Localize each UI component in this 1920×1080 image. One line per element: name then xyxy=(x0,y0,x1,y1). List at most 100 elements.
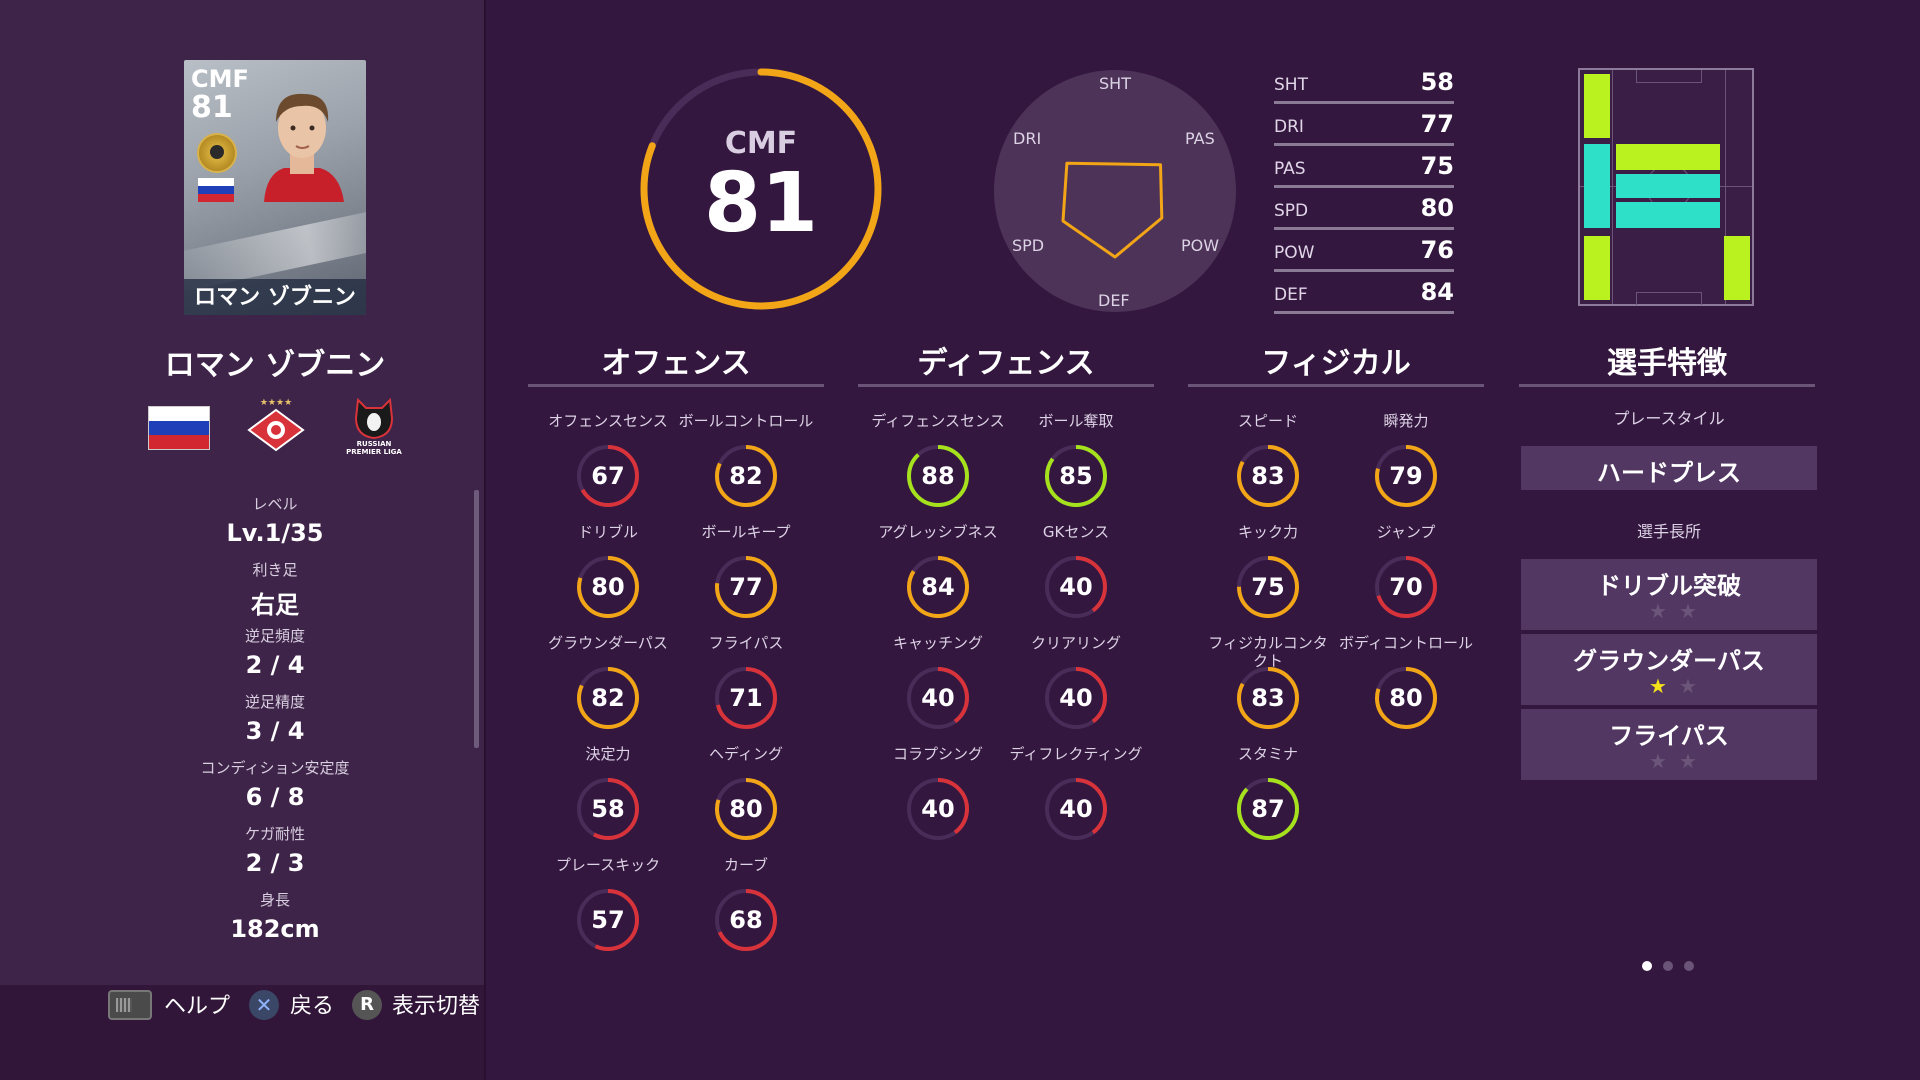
profile-value: 2 / 3 xyxy=(245,849,305,877)
stat-value: 85 xyxy=(1059,462,1093,490)
skill-name: ドリブル突破 xyxy=(1597,572,1741,600)
skill-card[interactable]: フライパス ★ ★ xyxy=(1521,709,1817,780)
stat-ring-arc xyxy=(577,667,639,729)
stat-ring-arc xyxy=(907,445,969,507)
page-indicator-dot[interactable] xyxy=(1663,961,1673,971)
stat-ring xyxy=(1375,667,1437,729)
stat-value: 58 xyxy=(591,795,625,823)
stat-value: 80 xyxy=(729,795,763,823)
r-button-icon[interactable]: R xyxy=(352,990,382,1020)
section-title-defense: ディフェンス xyxy=(917,346,1095,381)
stat-label: 決定力 xyxy=(585,745,631,763)
playstyle-box[interactable]: ハードプレス xyxy=(1521,446,1817,490)
toggle-view-label[interactable]: 表示切替 xyxy=(392,994,481,1019)
stat-value: 70 xyxy=(1389,573,1423,601)
radar-label-sht: SHT xyxy=(1099,74,1131,93)
stat-ring-arc xyxy=(1045,445,1107,507)
profile-label: 利き足 xyxy=(252,561,298,579)
stat-value: 57 xyxy=(591,906,625,934)
section-underline xyxy=(1519,384,1815,387)
playstyle-value: ハードプレス xyxy=(1597,459,1741,487)
skill-name: グラウンダーパス xyxy=(1573,647,1765,675)
player-portrait xyxy=(264,93,344,202)
skill-card[interactable]: グラウンダーパス ★ ★ xyxy=(1521,634,1817,705)
stat-value: 88 xyxy=(921,462,955,490)
star-empty-icon: ★ xyxy=(1649,599,1667,623)
stat-value: 80 xyxy=(1389,684,1423,712)
summary-stat-label: PAS xyxy=(1274,159,1306,179)
russia-flag-icon xyxy=(198,178,234,202)
stat-label: フライパス xyxy=(708,634,784,652)
stat-ring-arc xyxy=(1237,445,1299,507)
stat-ring-arc xyxy=(577,889,639,951)
player-name: ロマン ゾブニン xyxy=(164,348,386,383)
skills-label: 選手長所 xyxy=(1636,522,1701,541)
stat-ring xyxy=(1375,556,1437,618)
profile-value: Lv.1/35 xyxy=(226,519,324,547)
stat-ring xyxy=(1237,445,1299,507)
profile-value: 2 / 4 xyxy=(245,651,305,679)
profile-value: 3 / 4 xyxy=(245,717,305,745)
playstyle-label: プレースタイル xyxy=(1613,409,1725,428)
skill-card[interactable]: ドリブル突破 ★ ★ xyxy=(1521,559,1817,630)
page-indicator-dot-active[interactable] xyxy=(1642,961,1652,971)
profile-value: 182cm xyxy=(230,915,320,943)
stat-label: ボールコントロール xyxy=(678,412,814,430)
summary-stat-value: 76 xyxy=(1420,236,1454,264)
help-label[interactable]: ヘルプ xyxy=(164,994,231,1019)
stat-ring-arc xyxy=(577,445,639,507)
stat-ring xyxy=(1045,778,1107,840)
stat-ring-arc xyxy=(1237,667,1299,729)
stat-ring-arc xyxy=(715,889,777,951)
stat-value: 84 xyxy=(921,573,955,601)
page-indicator-dot[interactable] xyxy=(1684,961,1694,971)
stat-value: 80 xyxy=(591,573,625,601)
profile-label: 身長 xyxy=(259,891,290,909)
summary-stat-label: DEF xyxy=(1274,285,1308,305)
stat-ring-arc xyxy=(715,445,777,507)
stat-ring xyxy=(577,889,639,951)
zone-rb xyxy=(1724,236,1750,300)
section-underline xyxy=(1188,384,1484,387)
club-badge-icon: ★★★★ xyxy=(247,398,305,454)
zone-lwf xyxy=(1584,74,1610,138)
back-label[interactable]: 戻る xyxy=(290,994,335,1019)
card-name-band xyxy=(184,279,366,315)
stat-value: 77 xyxy=(729,573,763,601)
stat-value: 83 xyxy=(1251,462,1285,490)
stat-ring xyxy=(1237,556,1299,618)
stat-ring-arc xyxy=(715,667,777,729)
cross-button-icon[interactable]: ✕ xyxy=(249,990,279,1020)
stat-ring-arc xyxy=(1375,556,1437,618)
stat-label: ボールキープ xyxy=(701,523,791,541)
stat-ring-arc xyxy=(1237,556,1299,618)
panel-divider xyxy=(484,0,486,1080)
stat-ring xyxy=(1045,556,1107,618)
section-title-physical: フィジカル xyxy=(1261,346,1411,381)
stat-label: クリアリング xyxy=(1030,634,1121,652)
profile-label: 逆足頻度 xyxy=(244,627,305,645)
stat-label: キック力 xyxy=(1237,523,1298,541)
summary-stat-label: DRI xyxy=(1274,117,1304,137)
stat-ring-arc xyxy=(907,667,969,729)
touchpad-button-icon[interactable] xyxy=(108,990,152,1020)
player-card[interactable]: CMF 81 ロマン ゾブニン xyxy=(184,60,366,315)
stat-ring-arc xyxy=(907,556,969,618)
stat-label: コラプシング xyxy=(892,745,983,763)
summary-stat-underline xyxy=(1274,269,1454,272)
stat-value: 40 xyxy=(921,795,955,823)
stat-value: 40 xyxy=(1059,684,1093,712)
stat-ring xyxy=(1375,445,1437,507)
stat-label-line2: クト xyxy=(1252,652,1283,670)
stat-label: ディフレクティング xyxy=(1009,745,1143,763)
stat-value: 71 xyxy=(729,684,763,712)
stat-label: キャッチング xyxy=(892,634,983,652)
scrollbar[interactable] xyxy=(474,490,479,748)
stat-ring-arc xyxy=(1375,667,1437,729)
profile-label: コンディション安定度 xyxy=(200,759,350,777)
overall-rating-ring xyxy=(640,68,882,310)
stat-label: プレースキック xyxy=(555,856,661,874)
field-lines xyxy=(1612,70,1726,304)
stat-value: 40 xyxy=(921,684,955,712)
stat-ring xyxy=(907,445,969,507)
